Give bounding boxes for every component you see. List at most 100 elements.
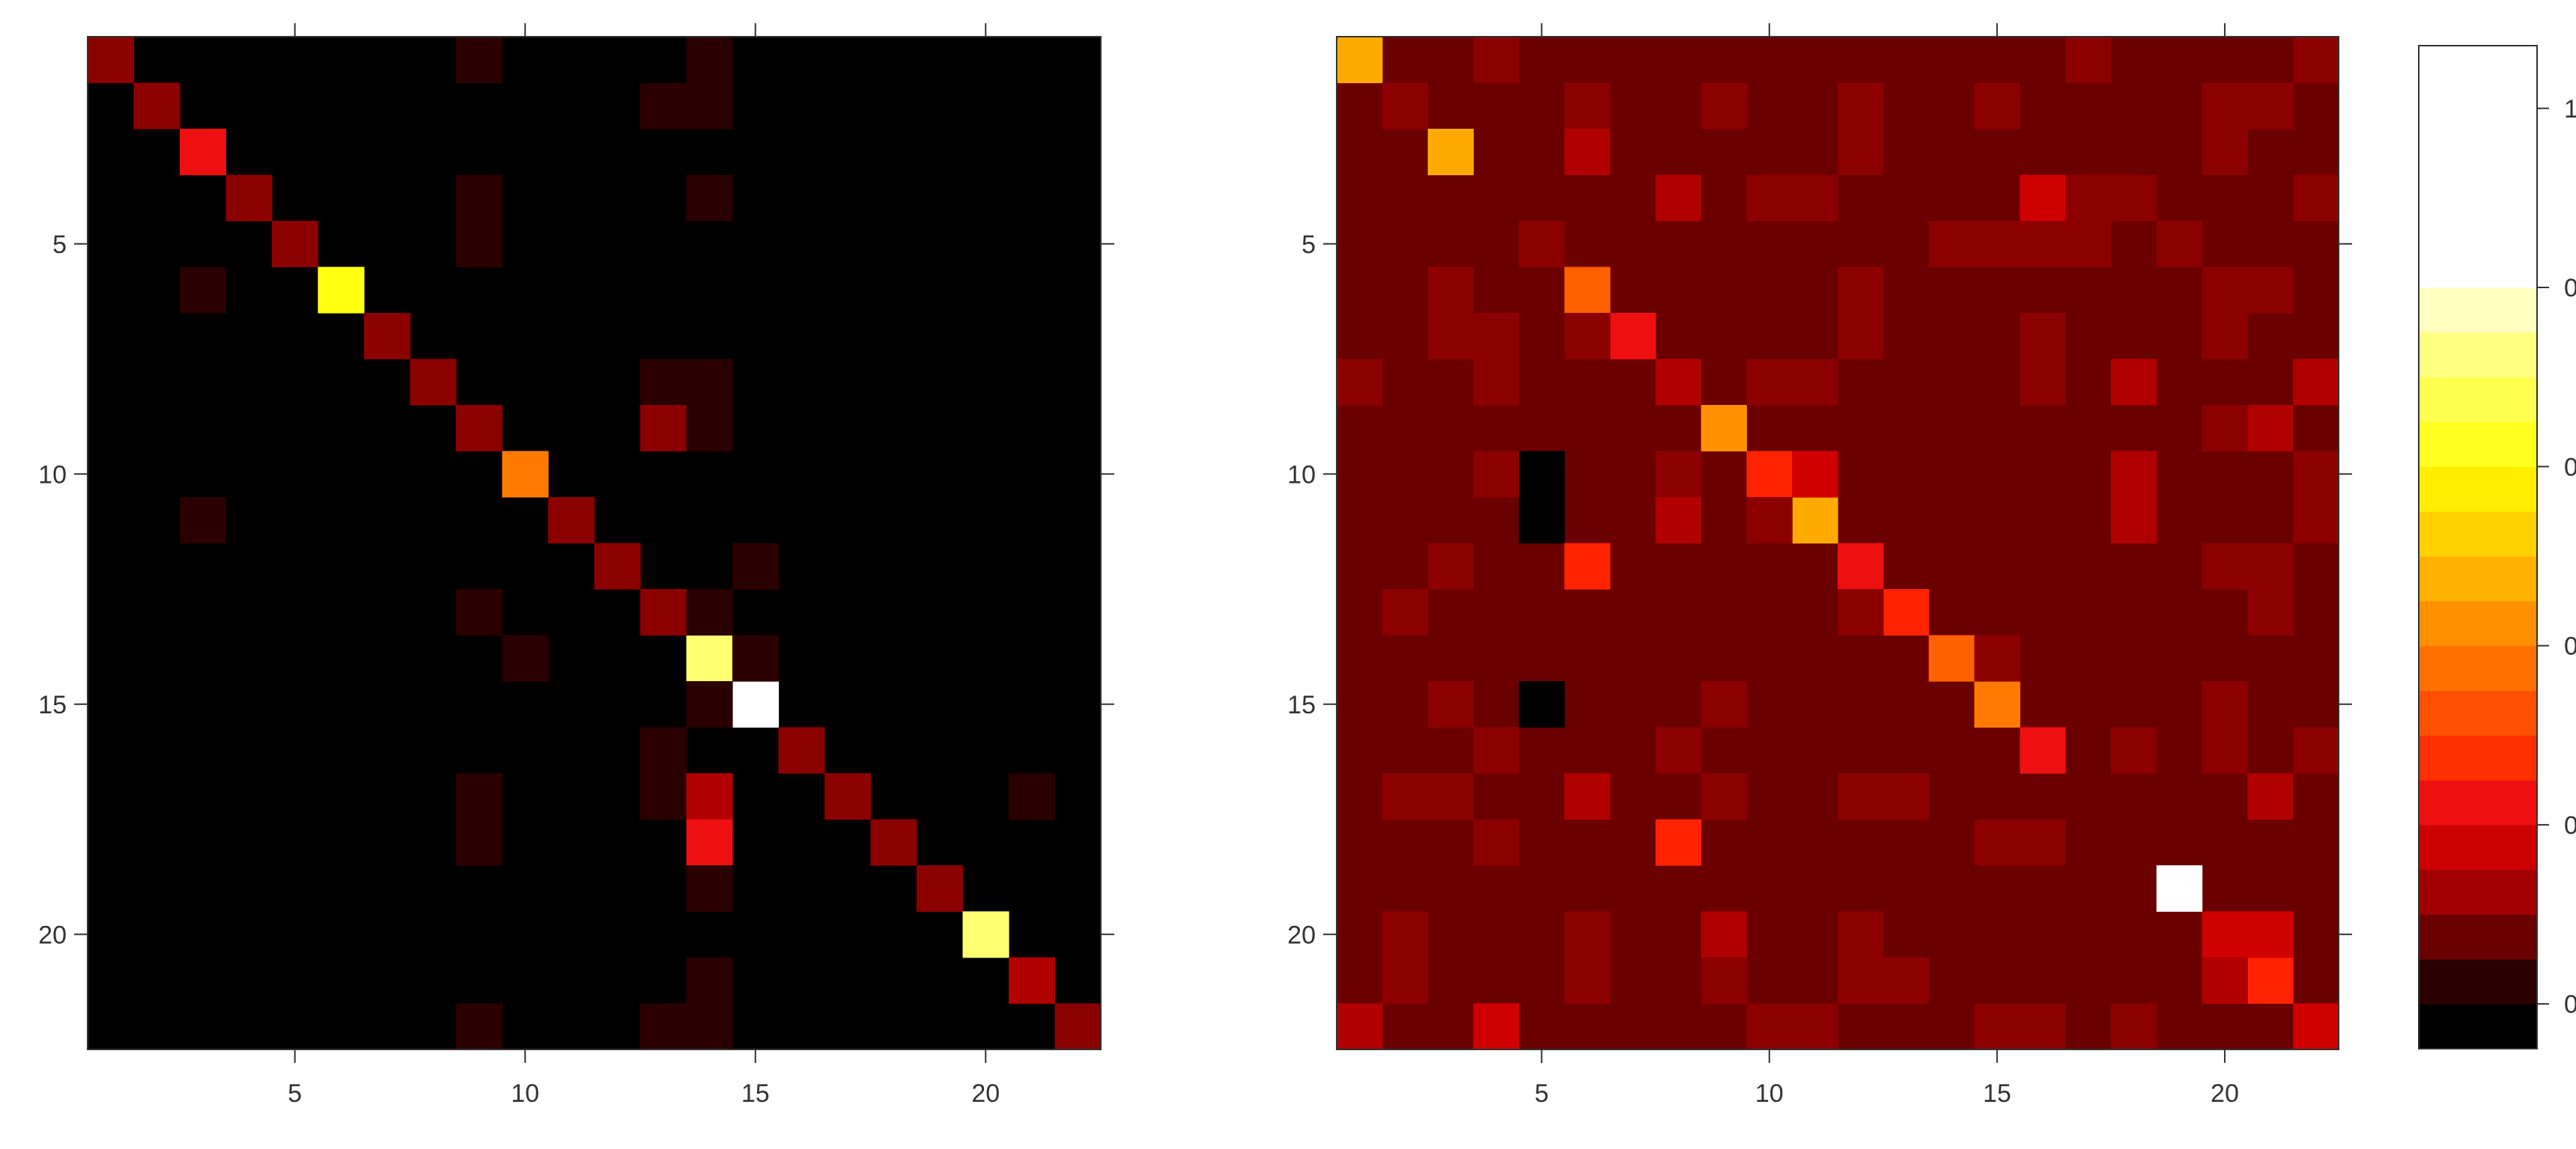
- heatmap-cell: [2293, 451, 2339, 498]
- heatmap-cell: [1564, 82, 1611, 129]
- heatmap-cell: [686, 82, 733, 129]
- heatmap-cell: [2293, 37, 2339, 84]
- heatmap-cell: [2293, 727, 2339, 774]
- heatmap-cell: [1382, 82, 1429, 129]
- heatmap-cell: [1473, 451, 1519, 498]
- heatmap-cell: [1009, 957, 1056, 1005]
- heatmap-cell: [640, 359, 687, 406]
- heatmap-cell: [2110, 819, 2157, 866]
- heatmap-cell: [502, 451, 549, 498]
- heatmap-cell: [1655, 819, 1702, 866]
- x-tick-label: 20: [971, 1079, 1000, 1108]
- heatmap-cell: [1792, 174, 1838, 222]
- heatmap-cell: [1746, 1003, 1793, 1050]
- heatmap-cell: [1564, 129, 1611, 176]
- heatmap-cell: [1473, 359, 1519, 406]
- colorbar-segment: [2419, 377, 2537, 423]
- heatmap-cell: [2065, 174, 2112, 222]
- colorbar-segment: [2419, 824, 2537, 871]
- heatmap-cell: [364, 313, 411, 360]
- heatmap-cell: [640, 773, 687, 820]
- heatmap-cell: [2020, 313, 2066, 360]
- heatmap-cell: [1655, 727, 1702, 774]
- heatmap-cell: [1838, 957, 1884, 1005]
- heatmap-cell: [1427, 129, 1474, 176]
- heatmap-cell: [778, 727, 825, 774]
- heatmap-cell: [502, 635, 549, 682]
- colorbar-tick-label: 0.2: [2564, 811, 2576, 840]
- colorbar-segment: [2419, 287, 2537, 333]
- heatmap-cell: [1473, 1003, 1519, 1050]
- x-tick-label: 20: [2211, 1079, 2239, 1108]
- colorbar-segment: [2419, 600, 2537, 647]
- heatmap-cell: [1701, 957, 1747, 1005]
- heatmap-cell: [1792, 451, 1838, 498]
- heatmap-cell: [456, 819, 503, 866]
- heatmap-cell: [1792, 1003, 1838, 1050]
- heatmap-cell: [456, 589, 503, 636]
- heatmap-cell: [1883, 773, 1930, 820]
- heatmap-cell: [180, 266, 227, 314]
- heatmap-cell: [640, 82, 687, 129]
- heatmap-cell: [686, 405, 733, 452]
- heatmap-cell: [962, 911, 1009, 958]
- heatmap-cell: [2247, 405, 2294, 452]
- colorbar-segment: [2419, 869, 2537, 915]
- x-tick-label: 5: [1534, 1079, 1549, 1108]
- heatmap-cell: [410, 359, 457, 406]
- heatmap-cell: [732, 681, 780, 728]
- heatmap-cell: [1838, 543, 1884, 590]
- colorbar-frame: [2418, 45, 2538, 1049]
- colorbar-segment: [2419, 690, 2537, 736]
- heatmap-cell: [1974, 681, 2020, 728]
- heatmap-cell: [1974, 819, 2020, 866]
- heatmap-cell: [2110, 451, 2157, 498]
- heatmap-cell: [1701, 405, 1747, 452]
- y-tick-label: 15: [38, 691, 67, 719]
- heatmap-cell: [1701, 911, 1747, 958]
- heatmap-cell: [1609, 313, 1656, 360]
- heatmap-cell: [917, 865, 964, 912]
- heatmap-cell: [1838, 773, 1884, 820]
- heatmap-cell: [1427, 266, 1474, 314]
- heatmap-cell: [1883, 589, 1930, 636]
- colorbar-tick-label: 0.6: [2564, 453, 2576, 481]
- heatmap-cell: [870, 819, 917, 866]
- heatmap-cell: [2202, 82, 2248, 129]
- heatmap-cell: [2065, 221, 2112, 268]
- y-tick-label: 20: [38, 921, 67, 949]
- heatmap-cell: [1427, 313, 1474, 360]
- heatmap-cell: [1054, 1003, 1102, 1050]
- heatmap-cell: [1655, 497, 1702, 544]
- y-tick-label: 15: [1287, 691, 1316, 719]
- heatmap-cell: [1427, 773, 1474, 820]
- heatmap-cell: [686, 957, 733, 1005]
- heatmap-cell: [732, 635, 780, 682]
- colorbar-segment: [2419, 421, 2537, 467]
- heatmap-cell: [686, 681, 733, 728]
- heatmap-cell: [1928, 221, 1975, 268]
- heatmap-cell: [686, 359, 733, 406]
- heatmap-cell: [456, 1003, 503, 1050]
- heatmap-cell: [2247, 82, 2294, 129]
- heatmap-cell: [824, 773, 872, 820]
- heatmap-cell: [2156, 221, 2203, 268]
- y-tick-label: 20: [1287, 921, 1316, 949]
- heatmap-cell: [2247, 911, 2294, 958]
- heatmap-cell: [225, 174, 273, 222]
- heatmap-cell: [2110, 497, 2157, 544]
- heatmap-cell: [1792, 359, 1838, 406]
- heatmap-cell: [1564, 313, 1611, 360]
- heatmap-cell: [2247, 543, 2294, 590]
- y-tick-label: 10: [38, 460, 67, 489]
- heatmap-cell: [2247, 266, 2294, 314]
- heatmap-cell: [1519, 497, 1565, 544]
- heatmap-cell: [686, 174, 733, 222]
- plot-frame: [1336, 36, 2339, 1050]
- heatmap-cell: [1337, 1003, 1383, 1050]
- colorbar-segment: [2419, 914, 2537, 960]
- heatmap-cell: [2202, 681, 2248, 728]
- heatmap-cell: [180, 497, 227, 544]
- heatmap-cell: [1974, 82, 2020, 129]
